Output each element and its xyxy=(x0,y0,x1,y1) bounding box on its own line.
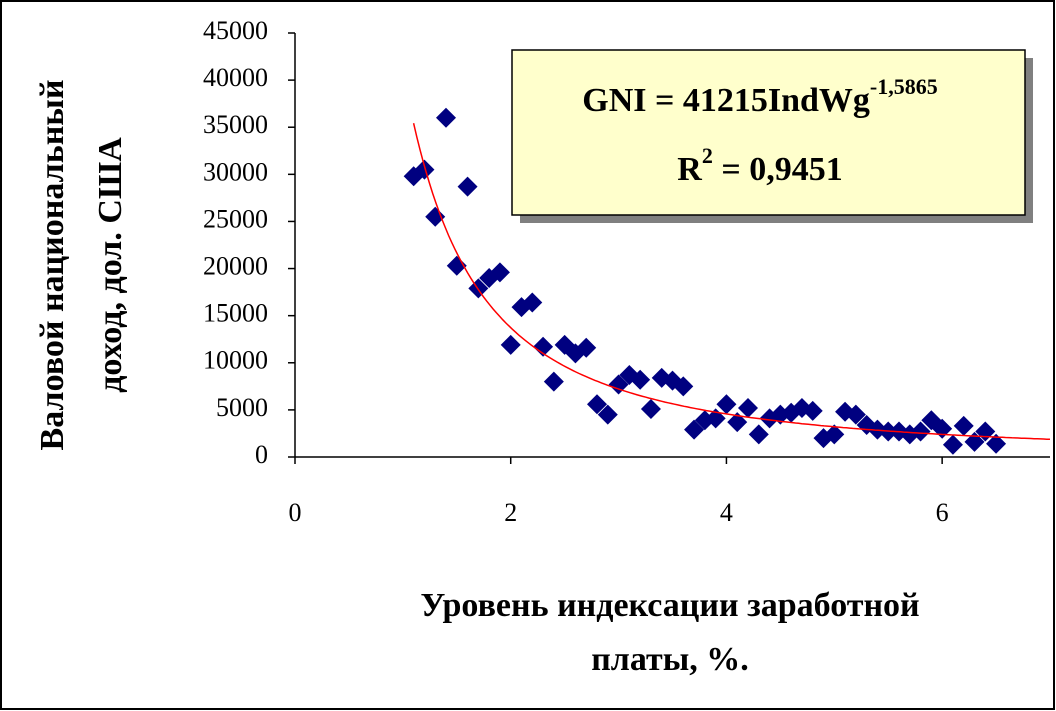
point xyxy=(640,398,661,419)
point xyxy=(425,206,446,227)
x-title-line: платы, %. xyxy=(591,641,749,678)
point xyxy=(608,374,629,395)
equation: GNI = 41215IndWg-1,5865 xyxy=(582,74,937,119)
y-tick-label: 30000 xyxy=(203,157,268,186)
point xyxy=(684,419,705,440)
y-tick-label: 45000 xyxy=(203,16,268,45)
point xyxy=(457,176,478,197)
r-value: = 0,9451 xyxy=(713,151,843,188)
x-tick-label: 0 xyxy=(289,498,302,527)
y-tick-label: 35000 xyxy=(203,110,268,139)
x-tick-label: 6 xyxy=(936,498,949,527)
point xyxy=(845,404,866,425)
point xyxy=(500,334,521,355)
y-tick-label: 5000 xyxy=(216,393,268,422)
point xyxy=(802,400,823,421)
point xyxy=(942,434,963,455)
point xyxy=(414,159,435,180)
y-tick-label: 15000 xyxy=(203,299,268,328)
r-text: R xyxy=(677,151,702,188)
point xyxy=(576,337,597,358)
y-tick-label: 10000 xyxy=(203,346,268,375)
point xyxy=(673,376,694,397)
x-tick-label: 2 xyxy=(504,498,517,527)
y-tick-label: 25000 xyxy=(203,204,268,233)
equation-text: GNI = 41215IndWg xyxy=(582,82,870,119)
point xyxy=(824,424,845,445)
y-tick-label: 0 xyxy=(255,440,268,469)
point xyxy=(436,107,456,128)
point xyxy=(489,262,510,283)
r-squared: R2 = 0,9451 xyxy=(677,143,842,188)
point xyxy=(986,433,1007,454)
point xyxy=(543,371,564,392)
y-title-line: Валовой национальный xyxy=(34,80,71,451)
point xyxy=(910,421,931,442)
equation-exponent: -1,5865 xyxy=(870,74,938,99)
trendline xyxy=(412,123,1051,441)
point xyxy=(716,394,737,415)
point xyxy=(953,415,974,436)
point xyxy=(748,424,769,445)
point xyxy=(597,404,618,425)
point xyxy=(533,336,554,357)
annotation-box xyxy=(511,49,1026,216)
point xyxy=(522,292,543,313)
point xyxy=(587,394,607,415)
x-title-line: Уровень индексации заработной xyxy=(420,587,919,624)
point xyxy=(727,412,748,433)
y-tick-label: 40000 xyxy=(203,63,268,92)
point xyxy=(630,369,651,390)
y-title-line: доход, дол. США xyxy=(92,137,129,393)
r-exponent: 2 xyxy=(702,143,713,168)
point xyxy=(446,255,467,276)
y-axis-title: Валовой национальный доход, дол. США xyxy=(34,80,129,451)
point xyxy=(738,398,758,419)
x-tick-label: 4 xyxy=(720,498,733,527)
y-tick-label: 20000 xyxy=(203,252,268,281)
